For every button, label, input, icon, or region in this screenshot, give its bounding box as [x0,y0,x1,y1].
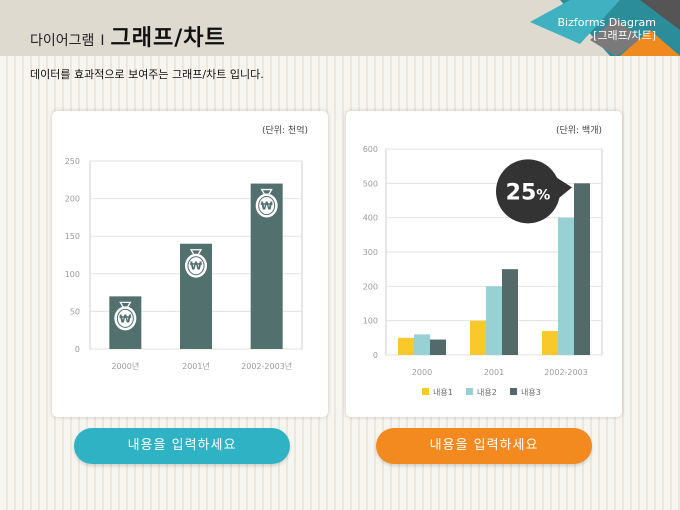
page-description: 데이터를 효과적으로 보여주는 그래프/차트 입니다. [30,68,264,81]
money-bag-ring [116,308,134,328]
brand-shape-light [530,0,620,44]
chart1-y-tick-label: 250 [65,157,80,166]
chart1-x-tick-label: 2002-2003년 [241,361,292,371]
chart2-bar-내용3 [574,183,590,355]
money-bag-won-icon: ₩ [255,188,278,218]
chart1-y-tick-label: 150 [65,232,80,241]
chart2-bar-내용2 [414,334,430,355]
brand-shape-gray [590,18,642,56]
chart2-y-tick-label: 500 [363,179,378,188]
chart1-y-tick-label: 0 [75,345,80,354]
chart2-unit-label: (단위: 백개) [555,126,602,136]
chart-card-left: (단위: 천억) 0 50 100 150 200 250 ₩2000년 ₩2001년 ₩200… [52,111,328,417]
chart2-bar-내용3 [430,339,446,355]
chart1-svg: 0 50 100 150 200 250 ₩2000년 ₩2001년 ₩2002-2003년 [65,157,303,371]
title-category: 다이어그램 [30,33,95,49]
chart2-y-tick-label: 100 [363,317,378,326]
chart2-callout: 25% [496,159,572,224]
chart2-legend-swatch [510,388,517,395]
chart1-x-tick-label: 2000년 [111,361,139,371]
chart2-bar-내용1 [470,320,486,355]
chart2-svg: 0 100 200 300 400 500 600 2000 2001 2002-2003 내용1 내… [363,145,603,397]
chart2-y-tick-label: 200 [363,282,378,291]
chart2-legend-swatch [466,388,473,395]
brand-shape-orange [620,30,680,56]
chart2-legend-label: 내용3 [521,388,541,397]
chart2-y-tick-label: 400 [363,214,378,223]
chart1-y-tick-label: 50 [70,307,80,316]
brand-badge: Bizforms Diagram [그래프/차트] [520,0,680,56]
won-symbol: ₩ [190,260,202,273]
chart2-x-tick-label: 2000 [412,368,432,377]
money-bag-ring [187,256,205,276]
chart2-bar-내용2 [558,217,574,355]
brand-shape-dark [640,0,680,30]
chart2-y-tick-label: 300 [363,248,378,257]
chart1-unit-label: (단위: 천억) [261,126,308,136]
chart-card-right: (단위: 백개) 0 100 200 300 400 500 600 2000 2001 2002… [346,111,622,417]
content-input-button-left[interactable]: 내용을 입력하세요 [74,428,290,464]
chart2-bar-내용1 [398,337,414,355]
won-symbol: ₩ [119,312,131,325]
title-main: 그래프/차트 [110,26,226,51]
brand-shapes [530,0,680,56]
won-symbol: ₩ [261,200,273,213]
chart2-bar-내용3 [502,269,518,355]
chart2-legend-label: 내용2 [477,388,497,397]
callout-circle [496,159,560,224]
chart1-x-tick-label: 2001년 [182,361,210,371]
money-bag-won-icon: ₩ [185,249,207,278]
brand-line1: Bizforms Diagram [557,16,656,29]
brand-text: Bizforms Diagram [그래프/차트] [558,16,656,42]
chart2-bar-내용2 [486,286,502,355]
brand-line2: [그래프/차트] [593,29,656,42]
header-bar: 다이어그램 I 그래프/차트 Bizforms Diagram [그래프/차트] [0,0,680,56]
chart2-y-tick-label: 0 [373,351,378,360]
chart2-legend-swatch [422,388,429,395]
callout-value: 25% [506,180,551,205]
chart1-y-tick-label: 100 [65,270,80,279]
chart2-y-tick-label: 600 [363,145,378,154]
chart2-x-tick-label: 2001 [484,368,504,377]
money-bag-ring [258,196,276,216]
page-title: 다이어그램 I 그래프/차트 [30,20,226,52]
title-separator: I [100,33,105,49]
chart2-bar-내용1 [542,330,558,355]
chart2-legend-label: 내용1 [433,388,453,397]
chart1-y-tick-label: 200 [65,195,80,204]
money-bag-won-icon: ₩ [114,301,137,331]
content-input-button-right[interactable]: 내용을 입력하세요 [376,428,592,464]
chart2-x-tick-label: 2002-2003 [544,368,588,377]
